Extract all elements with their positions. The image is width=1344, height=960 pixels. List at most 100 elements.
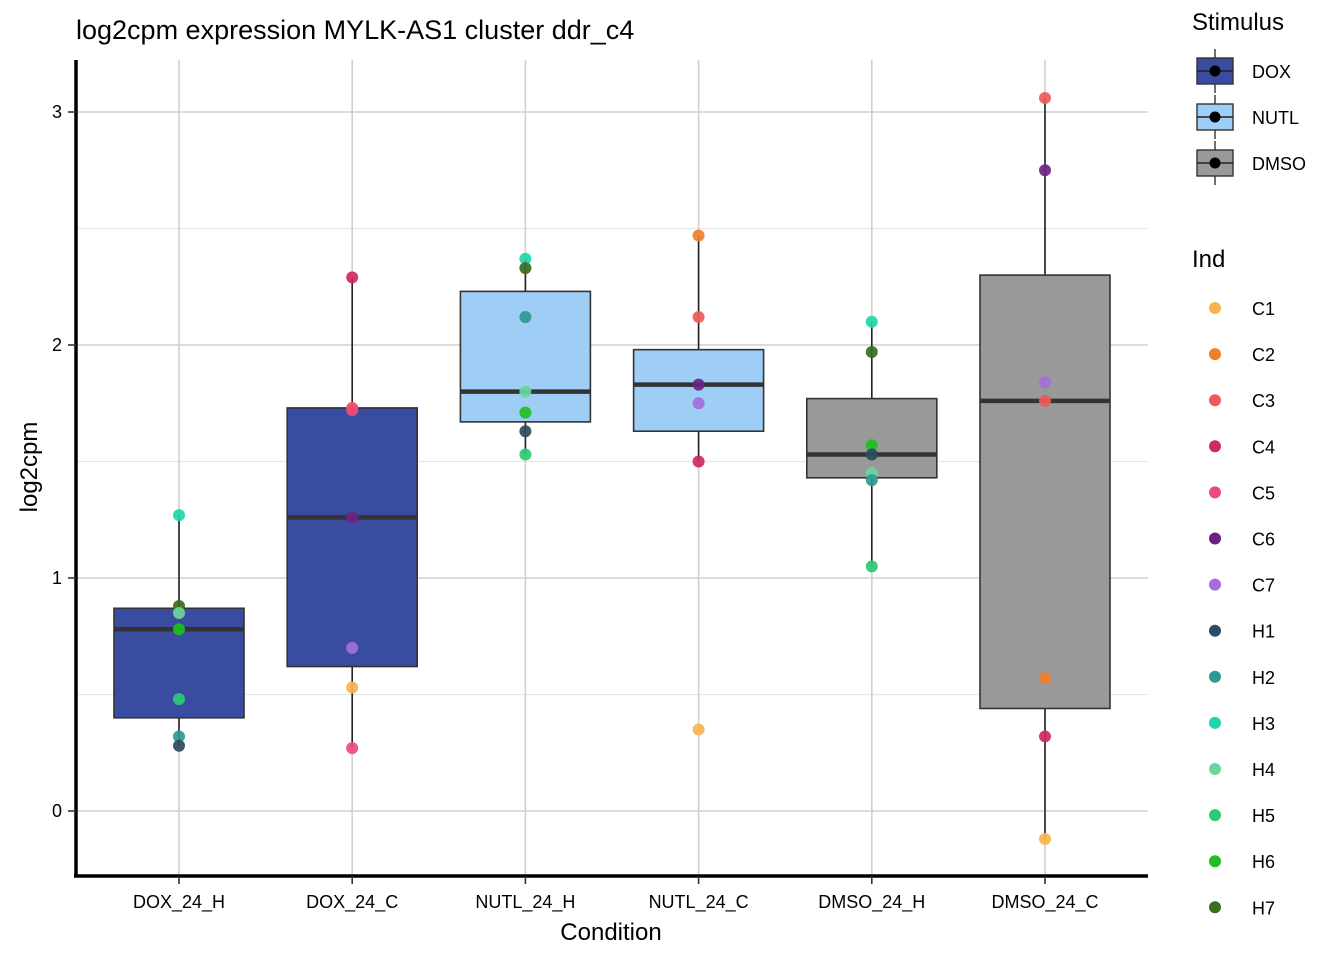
legend-ind-dot [1209,716,1221,729]
x-tick-label: DMSO_24_H [818,892,925,913]
point-H7 [519,262,532,275]
point-C5 [346,742,359,755]
point-H6 [865,439,878,452]
point-H5 [173,693,185,706]
x-tick-label: NUTL_24_C [649,892,749,913]
legend-ind-dot [1209,901,1221,914]
legend-ind-label: C5 [1252,483,1275,503]
point-C4 [346,271,359,284]
legend-stimulus-key: DMSO [1196,141,1306,185]
point-H1 [519,425,532,438]
box-layer [113,98,1111,839]
box-NUTL_24_H [459,290,592,423]
point-H3 [173,509,185,522]
legend-ind-label: C6 [1252,530,1275,550]
legend-ind-label: C7 [1252,576,1275,596]
point-H4 [173,606,185,619]
legend-ind-dot [1209,486,1221,499]
legend-ind-label: H1 [1252,622,1275,642]
legend-ind-dot [1209,809,1221,822]
legend-ind-dot [1209,670,1221,683]
point-C3 [692,311,705,324]
legend-ind-dot [1209,440,1221,453]
point-C7 [346,641,359,654]
legend-ind-dot [1209,578,1221,591]
point-H3 [865,315,878,328]
point-H4 [519,385,532,398]
legend-ind-dot [1209,302,1221,314]
x-tick-label: DMSO_24_C [991,892,1098,913]
point-H2 [865,474,878,487]
legend-ind-label: H6 [1252,852,1275,872]
legend-key-point [1209,157,1221,169]
y-tick-label: 2 [52,335,62,355]
legend-ind-label: H4 [1252,760,1275,780]
point-C4 [1039,730,1051,743]
point-H6 [519,406,532,419]
legend-ind-label: H7 [1252,898,1275,918]
point-H7 [865,345,878,358]
axes: 0 1 2 3 DOX_24_H DOX_24_C NUTL_24_H NUTL_24_C DM… [52,60,1148,913]
y-tick-label: 1 [52,568,62,588]
point-C1 [1039,832,1051,845]
y-axis-title: log2cpm [16,422,43,513]
point-H1 [865,448,878,461]
box-DOX_24_C [286,407,419,668]
point-H5 [865,560,878,573]
legend-ind-label: H2 [1252,668,1275,688]
legend-ind-dot [1209,855,1221,868]
legend-ind-dot [1209,624,1221,637]
point-C6 [1039,164,1051,177]
legend-stimulus-label: DMSO [1252,154,1306,174]
x-tick-label: DOX_24_H [133,892,225,913]
x-tick-label: DOX_24_C [306,892,398,913]
chart-title: log2cpm expression MYLK-AS1 cluster ddr_… [76,15,634,45]
box-DMSO_24_H [805,397,938,479]
legend-ind-dot [1209,532,1221,545]
point-C3 [1039,394,1051,407]
legend-stimulus-label: DOX [1252,62,1291,82]
box-DMSO_24_C [979,274,1111,710]
legend-key-point [1209,111,1221,123]
point-C6 [346,511,359,524]
legend-ind-label: H5 [1252,806,1275,826]
legend-stimulus-title: Stimulus [1192,9,1284,36]
legend-stimulus-label: NUTL [1252,108,1299,128]
legend-ind-label: C2 [1252,345,1275,365]
legend-ind-label: C1 [1252,299,1275,319]
legend-ind-label: C4 [1252,437,1275,457]
legend-ind: Ind C1 C2 C3 C4 C5 C6 C7 H1 H2 H3 H4 H5 H6 H7 [1192,246,1275,918]
point-C3 [1039,92,1051,105]
point-C7 [1039,376,1051,389]
legend-ind-dot [1209,763,1221,775]
point-C6 [692,378,705,391]
legend-stimulus-key: NUTL [1196,95,1299,139]
y-tick-label: 3 [52,102,62,122]
point-H2 [519,311,532,324]
legend-ind-title: Ind [1192,246,1225,273]
point-C1 [692,723,705,736]
point-C5 [346,404,359,417]
point-H6 [173,623,185,636]
point-H5 [519,448,532,461]
point-C7 [692,397,705,410]
point-C2 [692,229,705,242]
point-H3 [519,252,532,265]
point-C1 [346,681,359,694]
legend-ind-label: H3 [1252,714,1275,734]
legend-ind-label: C3 [1252,391,1275,411]
legend-stimulus-key: DOX [1196,49,1291,93]
legend-ind-dot [1209,348,1221,361]
legend-key-point [1209,65,1221,77]
point-H1 [173,739,185,752]
legend-stimulus: Stimulus DOX NUTL DMSO [1192,9,1306,185]
point-C2 [1039,672,1051,685]
y-tick-label: 0 [52,801,62,821]
x-tick-label: NUTL_24_H [475,892,575,913]
point-C4 [692,455,705,468]
legend-ind-dot [1209,394,1221,407]
x-axis-title: Condition [560,919,661,946]
point-layer [173,92,1051,845]
point-H2 [173,730,185,743]
